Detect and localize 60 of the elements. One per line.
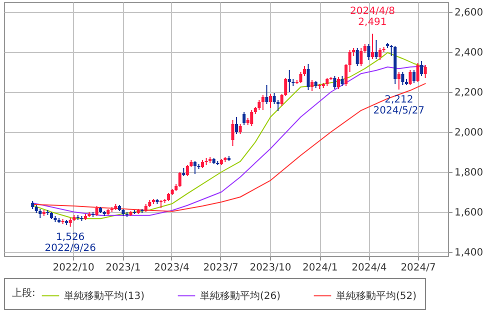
y-tick-label: 2,000	[454, 128, 484, 138]
annotation: 2,212	[384, 94, 414, 106]
candlestick	[288, 70, 291, 92]
candlestick	[306, 64, 310, 90]
candlestick	[193, 160, 196, 174]
candlestick	[424, 64, 427, 78]
x-tick-label: 2023/10	[250, 262, 292, 274]
candlestick	[416, 62, 420, 82]
y-tick-label: 1,600	[454, 208, 484, 218]
candlestick	[336, 76, 340, 90]
legend-label: 単純移動平均(13)	[64, 290, 145, 302]
candlestick	[231, 120, 234, 146]
candlestick	[235, 116, 238, 134]
x-tick-label: 2022/10	[52, 262, 94, 274]
candlestick	[374, 40, 378, 60]
x-tick-label: 2023/1	[106, 262, 141, 274]
annotation: 1,526	[56, 232, 85, 243]
candlestick	[299, 72, 302, 84]
candlestick	[269, 94, 272, 108]
candlestick	[261, 94, 264, 110]
candlestick	[178, 172, 182, 188]
y-tick-label: 2,600	[454, 8, 484, 18]
x-tick-label: 2023/4	[154, 262, 190, 274]
x-tick-label: 2023/7	[203, 262, 238, 274]
candlestick	[302, 66, 306, 76]
candlestick	[408, 70, 412, 86]
annotation: 2024/4/8	[350, 6, 395, 17]
candlestick	[420, 60, 424, 76]
candlestick	[95, 206, 98, 216]
candlestick	[238, 124, 242, 134]
candlestick	[250, 110, 254, 126]
annotation: 2022/9/26	[44, 242, 96, 254]
candlestick	[378, 48, 382, 60]
x-tick-label: 2024/4	[352, 262, 387, 274]
candlestick	[348, 50, 352, 72]
candlestick	[258, 100, 261, 110]
legend-title: 上段:	[12, 287, 36, 299]
candlestick	[370, 33, 374, 60]
y-tick-label: 1,400	[454, 248, 484, 258]
candlestick	[367, 44, 370, 60]
candlestick	[242, 112, 246, 126]
candlestick	[412, 70, 416, 84]
annotation: 2024/5/27	[373, 106, 425, 117]
candlestick	[356, 48, 359, 66]
y-tick-label: 1,800	[454, 168, 484, 178]
candlestick	[344, 64, 348, 86]
legend-label: 単純移動平均(52)	[336, 290, 417, 302]
x-tick-label: 2024/1	[302, 262, 338, 274]
y-tick-label: 2,400	[454, 48, 484, 58]
candlestick	[397, 72, 400, 90]
candlestick	[360, 48, 363, 66]
annotation: 2,491	[358, 16, 387, 28]
y-tick-label: 2,200	[454, 88, 484, 98]
legend-label: 単純移動平均(26)	[200, 290, 281, 302]
x-tick-label: 2024/7	[400, 262, 436, 274]
candlestick	[401, 72, 404, 86]
candlestick	[310, 80, 314, 92]
candlestick	[333, 76, 336, 90]
candlestick	[340, 76, 344, 86]
candlestick	[265, 84, 268, 104]
